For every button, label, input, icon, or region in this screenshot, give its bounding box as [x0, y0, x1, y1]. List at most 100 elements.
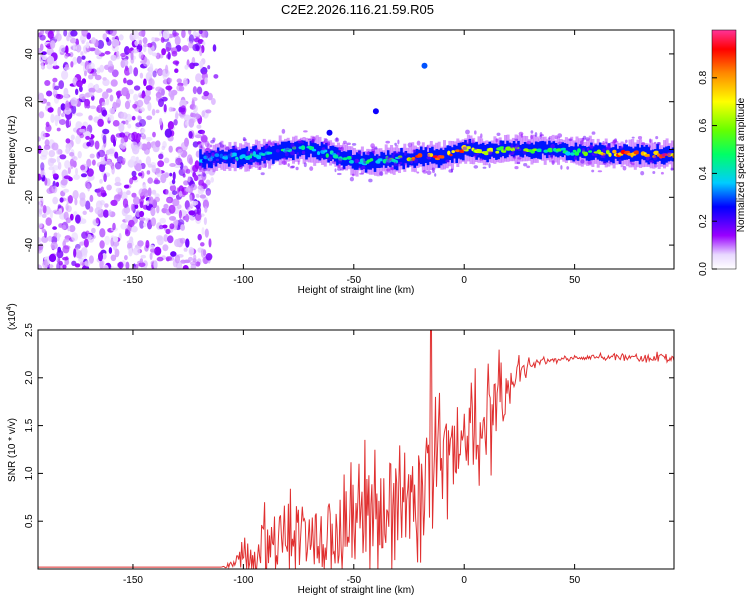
noise-speckle: [149, 248, 156, 253]
ridge-scatter: [335, 137, 338, 142]
noise-speckle: [62, 256, 69, 261]
ridge-scatter: [653, 155, 658, 161]
noise-speckle: [56, 262, 61, 269]
ridge-core: [247, 155, 253, 159]
ridge-core: [449, 153, 453, 157]
ridge-scatter: [473, 154, 477, 158]
noise-speckle: [40, 30, 45, 36]
ridge-scatter: [338, 147, 341, 150]
ridge-core: [432, 155, 439, 159]
heatmap-panel: -150 -100 -50 0 50 40 20 0 -20 -40 Height of str…: [7, 29, 675, 296]
ridge-scatter: [209, 149, 212, 153]
ridge-scatter: [666, 151, 672, 157]
colorbar-tick-label: 0.4: [698, 166, 709, 180]
noise-speckle: [66, 35, 70, 42]
noise-speckle: [44, 177, 48, 186]
noise-speckle: [165, 228, 171, 235]
noise-speckle: [62, 188, 70, 193]
noise-speckle: [138, 141, 143, 150]
ridge-scatter: [301, 150, 306, 155]
ridge-scatter: [242, 137, 246, 142]
noise-speckle: [154, 196, 161, 203]
noise-speckle: [47, 235, 53, 242]
ridge-scatter: [465, 129, 470, 135]
noise-speckle: [79, 133, 84, 139]
noise-speckle: [200, 242, 205, 247]
noise-speckle: [204, 228, 209, 238]
ridge-scatter: [523, 163, 528, 167]
noise-speckle: [95, 217, 100, 224]
heatmap-x-label: Height of straight line (km): [298, 285, 415, 296]
noise-speckle: [148, 196, 154, 205]
noise-speckle: [101, 101, 106, 107]
ridge-body: [276, 144, 280, 161]
noise-speckle: [110, 199, 118, 206]
ridge-scatter: [264, 146, 268, 150]
noise-speckle: [210, 177, 214, 183]
ridge-core: [605, 149, 610, 155]
noise-speckle: [102, 134, 107, 144]
noise-speckle: [145, 137, 153, 141]
ridge-scatter: [275, 149, 280, 153]
noise-speckle: [94, 83, 100, 91]
colorbar-tick-label: 0.2: [698, 214, 709, 228]
ridge-scatter: [284, 152, 289, 157]
noise-speckle: [132, 247, 141, 256]
noise-speckle: [213, 74, 219, 79]
noise-speckle: [114, 182, 122, 187]
noise-speckle: [200, 79, 206, 86]
noise-speckle: [85, 64, 92, 74]
noise-speckle: [194, 134, 202, 139]
ridge-scatter: [426, 170, 432, 175]
ridge-scatter: [619, 145, 624, 150]
noise-speckle: [147, 187, 152, 197]
noise-speckle: [166, 197, 172, 203]
noise-speckle: [104, 153, 108, 162]
noise-speckle: [138, 51, 144, 60]
noise-speckle: [189, 261, 198, 266]
noise-speckle: [125, 228, 129, 235]
noise-speckle: [101, 252, 107, 260]
noise-speckle: [47, 55, 55, 65]
ridge-scatter: [515, 144, 520, 148]
noise-speckle: [151, 52, 158, 57]
noise-speckle: [99, 160, 107, 165]
noise-speckle: [124, 214, 130, 223]
ridge-scatter: [539, 132, 543, 137]
noise-speckle: [46, 63, 53, 70]
noise-speckle: [141, 30, 146, 38]
ridge-scatter: [351, 155, 353, 158]
ridge-scatter: [359, 172, 364, 175]
ridge-body: [543, 141, 547, 156]
ridge-scatter: [398, 156, 403, 159]
ridge-scatter: [450, 168, 454, 173]
ridge-scatter: [346, 142, 351, 146]
ridge-scatter: [338, 158, 343, 163]
noise-speckle: [111, 39, 120, 47]
ridge-body: [455, 145, 458, 163]
noise-speckle: [151, 189, 157, 195]
noise-speckle: [163, 172, 170, 178]
noise-speckle: [168, 90, 175, 98]
ridge-scatter: [374, 147, 378, 150]
ridge-scatter: [587, 160, 592, 165]
ridge-scatter: [516, 161, 521, 165]
noise-speckle: [60, 103, 66, 111]
ridge-scatter: [351, 143, 357, 146]
ridge-scatter: [358, 166, 361, 170]
ridge-scatter: [368, 178, 373, 183]
ridge-scatter: [560, 165, 563, 170]
noise-speckle: [157, 160, 165, 168]
ridge-scatter: [327, 141, 331, 146]
ridge-core: [633, 150, 640, 155]
noise-speckle: [79, 85, 83, 93]
noise-speckle: [82, 252, 88, 258]
isolated-blob: [372, 108, 379, 115]
noise-speckle: [82, 210, 87, 215]
ridge-scatter: [248, 164, 252, 170]
noise-speckle: [76, 55, 82, 64]
noise-speckle: [116, 50, 120, 58]
noise-speckle: [143, 43, 148, 48]
ridge-scatter: [200, 163, 203, 168]
noise-speckle: [114, 176, 121, 184]
